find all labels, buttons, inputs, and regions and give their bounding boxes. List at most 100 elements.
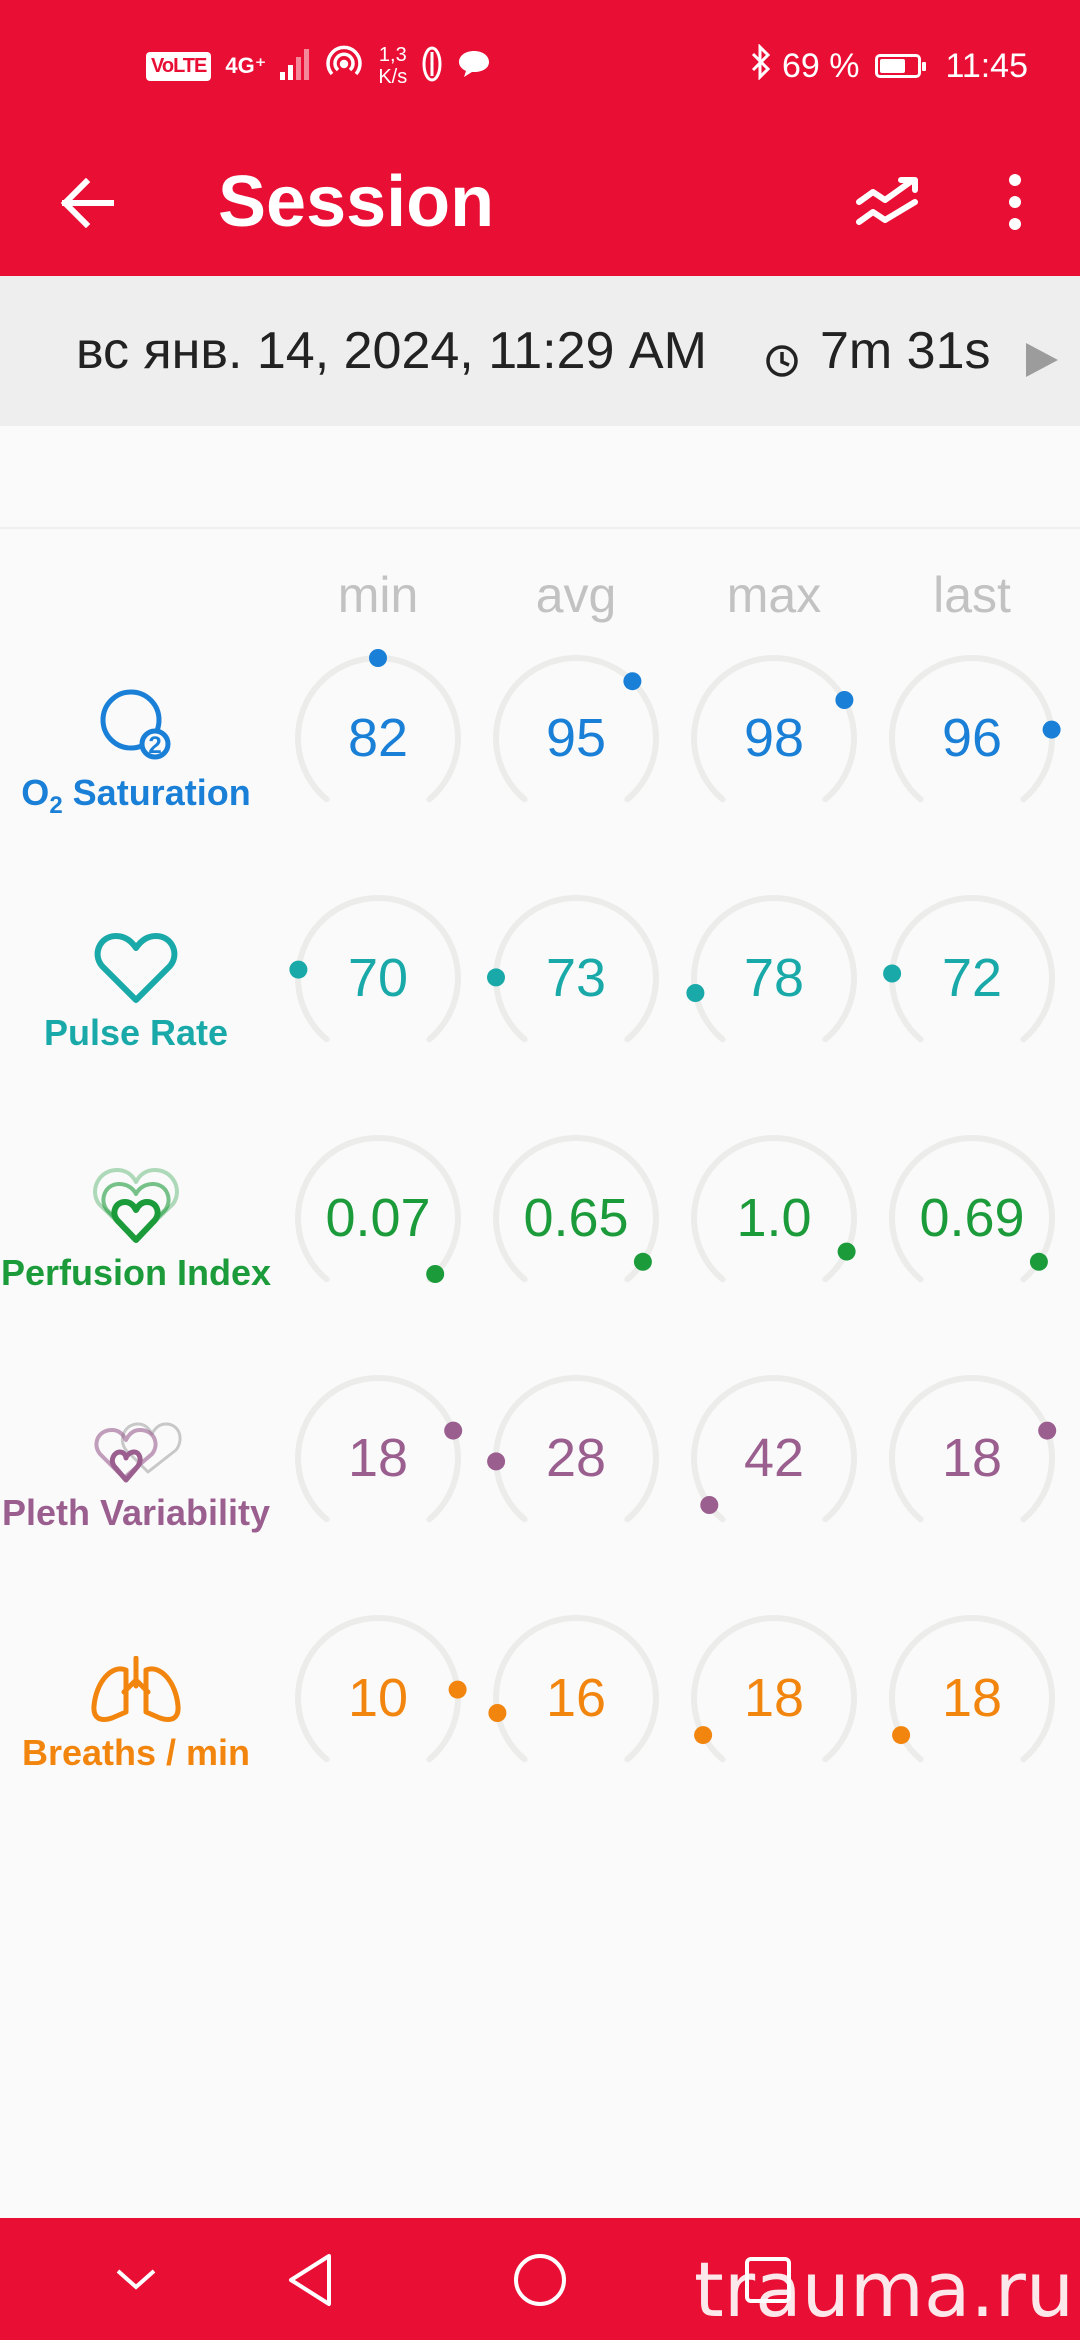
watermark-text: trauma.ru xyxy=(694,2245,1074,2334)
gauge-value: 70 xyxy=(347,948,409,1008)
gauge-track xyxy=(493,895,659,1043)
gauge-value: 1.0 xyxy=(736,1188,812,1248)
gauge-marker xyxy=(426,1265,445,1283)
gauge-avg: 28 xyxy=(486,1368,666,1548)
gauge-marker xyxy=(289,960,308,979)
gauge-value: 78 xyxy=(743,948,805,1008)
nav-recents-button[interactable] xyxy=(728,2240,808,2320)
gauge-value: 0.69 xyxy=(919,1188,1025,1248)
gauge-track xyxy=(493,655,659,803)
system-nav-bar xyxy=(0,2218,1080,2340)
gauge-avg: 95 xyxy=(486,648,666,828)
metric-label-prefix: O xyxy=(21,772,50,813)
chevron-down-icon xyxy=(116,2269,156,2290)
gauge-last: 0.69 xyxy=(882,1128,1062,1308)
gauge-track xyxy=(889,1135,1055,1283)
gauge-last: 96 xyxy=(882,648,1062,828)
network-speed: 1,3 K/s xyxy=(378,44,407,88)
arrow-left-icon xyxy=(60,178,114,228)
gauge-value: 18 xyxy=(743,1668,805,1728)
gauge-min: 18 xyxy=(288,1368,468,1548)
column-header-avg: avg xyxy=(535,567,617,623)
gauge-value: 16 xyxy=(545,1668,607,1728)
status-bar-right: 69 % 11:45 xyxy=(750,40,1028,92)
gauge-marker xyxy=(694,1726,713,1745)
signal-icon xyxy=(280,48,310,85)
gauge-value: 18 xyxy=(347,1428,409,1488)
clock-icon xyxy=(764,332,800,392)
gauge-track xyxy=(691,1375,857,1523)
nav-home-button[interactable] xyxy=(500,2240,580,2320)
gauge-marker xyxy=(487,968,505,987)
gauge-track xyxy=(889,655,1055,803)
trends-button[interactable] xyxy=(848,160,932,244)
gauge-value: 0.07 xyxy=(325,1188,431,1248)
gauge-marker xyxy=(892,1726,911,1745)
gauge-marker xyxy=(686,984,705,1002)
o2-bubble-icon: 2 xyxy=(86,656,186,766)
section-divider xyxy=(0,527,1080,529)
gauge-track xyxy=(691,1615,857,1763)
column-header-last: last xyxy=(933,567,1011,623)
bluetooth-icon xyxy=(750,42,772,89)
more-options-button[interactable] xyxy=(990,160,1040,244)
gauge-value: 73 xyxy=(545,948,607,1008)
session-info-bar[interactable]: вс янв. 14, 2024, 11:29 AM 7m 31s xyxy=(0,276,1080,426)
gauge-track xyxy=(493,1135,659,1283)
metric-row: Perfusion Index 0.07 0.65 1.0 0.69 xyxy=(0,1135,1080,1336)
gauge-last: 18 xyxy=(882,1368,1062,1548)
pleth-hearts-icon xyxy=(86,1376,186,1486)
gauge-avg: 16 xyxy=(486,1608,666,1788)
gauge-value: 42 xyxy=(743,1428,805,1488)
gauge-max: 98 xyxy=(684,648,864,828)
gauge-min: 0.07 xyxy=(288,1128,468,1308)
gauge-marker xyxy=(633,1252,652,1271)
nav-collapse-button[interactable] xyxy=(96,2240,176,2320)
volte-badge: VoLTE xyxy=(146,51,212,81)
network-speed-unit: K/s xyxy=(378,66,408,88)
metric-label: O2 Saturation xyxy=(0,772,272,820)
gauge-max: 1.0 xyxy=(684,1128,864,1308)
gauge-marker xyxy=(487,1452,506,1471)
gauge-marker xyxy=(837,1242,856,1261)
metric-row: Breaths / min 10 16 18 18 xyxy=(0,1615,1080,1816)
metric-label: Perfusion Index xyxy=(0,1252,272,1293)
gauge-track xyxy=(295,895,461,1043)
gauge-min: 82 xyxy=(288,648,468,828)
gauge-track xyxy=(889,895,1055,1043)
network-type: 4G⁺ xyxy=(225,53,267,78)
gauge-max: 42 xyxy=(684,1368,864,1548)
svg-text:2: 2 xyxy=(148,732,161,759)
gauge-value: 72 xyxy=(941,948,1003,1008)
perfusion-hearts-icon xyxy=(86,1136,186,1246)
gauge-track xyxy=(691,655,857,803)
network-speed-value: 1,3 xyxy=(378,44,407,66)
gauge-value: 18 xyxy=(941,1668,1003,1728)
gauge-value: 82 xyxy=(347,708,409,768)
gauge-marker xyxy=(488,1704,507,1722)
gauge-value: 98 xyxy=(743,708,805,768)
circle-home-icon xyxy=(514,2254,566,2306)
metric-label-text: Saturation xyxy=(62,772,251,813)
play-icon[interactable] xyxy=(1024,332,1060,392)
gauge-marker xyxy=(1038,1421,1057,1440)
battery-icon xyxy=(875,54,927,78)
gauge-marker xyxy=(1029,1252,1048,1271)
gauge-track xyxy=(295,1375,461,1523)
gauge-value: 95 xyxy=(545,708,607,768)
gauge-max: 18 xyxy=(684,1608,864,1788)
gauge-avg: 0.65 xyxy=(486,1128,666,1308)
gauge-marker xyxy=(700,1496,719,1514)
nav-back-button[interactable] xyxy=(270,2240,350,2320)
gauge-track xyxy=(295,1615,461,1763)
back-button[interactable] xyxy=(52,168,122,238)
gauge-track xyxy=(889,1375,1055,1523)
metric-label: Pleth Variability xyxy=(1,1492,271,1533)
gauge-value: 96 xyxy=(941,708,1003,768)
gauge-value: 18 xyxy=(941,1428,1003,1488)
column-header-min: min xyxy=(337,567,419,623)
gauge-track xyxy=(889,1615,1055,1763)
page-title: Session xyxy=(218,162,495,242)
triangle-back-icon xyxy=(289,2254,331,2306)
gauge-marker xyxy=(444,1421,463,1440)
